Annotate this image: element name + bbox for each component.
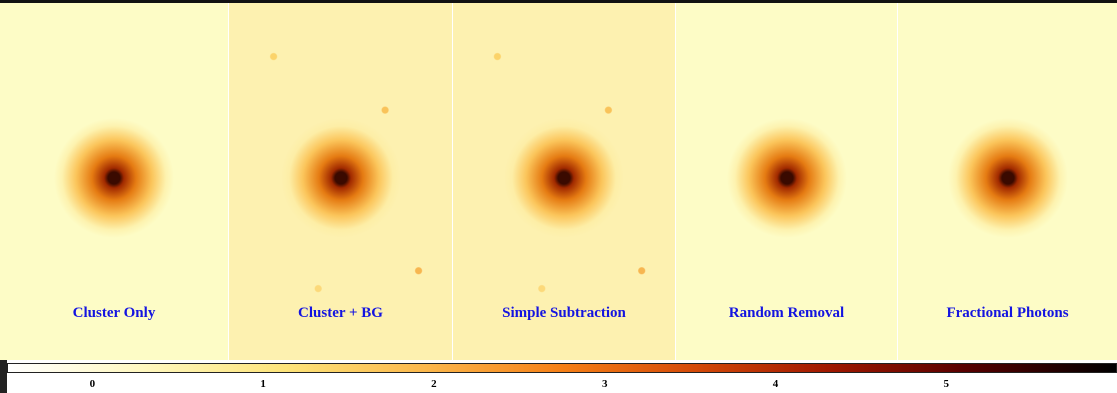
panel: Random Removal [676,3,897,360]
cluster-image [948,118,1068,238]
panel: Simple Subtraction [453,3,675,360]
colorbar-tick-label: 4 [773,378,779,390]
panel-label: Simple Subtraction [453,305,675,322]
cluster-image [54,118,174,238]
panel: Cluster + BG [229,3,452,360]
cluster-image [504,118,624,238]
cluster-image [727,118,847,238]
panel-label: Random Removal [676,305,897,322]
panel-label: Cluster + BG [229,305,452,322]
panel-label: Cluster Only [0,305,228,322]
colorbar-tick-label: 1 [260,378,266,390]
cluster-image [281,118,401,238]
figure: Cluster Only Cluster + BG Simple Subtrac… [0,0,1117,393]
colorbar [7,363,1117,373]
colorbar-tick-label: 2 [431,378,437,390]
colorbar-tick-label: 5 [943,378,949,390]
panel: Cluster Only [0,3,228,360]
colorbar-edge [0,360,7,393]
panel: Fractional Photons [898,3,1117,360]
colorbar-tick-label: 3 [602,378,608,390]
panel-label: Fractional Photons [898,305,1117,322]
colorbar-tick-label: 0 [90,378,96,390]
